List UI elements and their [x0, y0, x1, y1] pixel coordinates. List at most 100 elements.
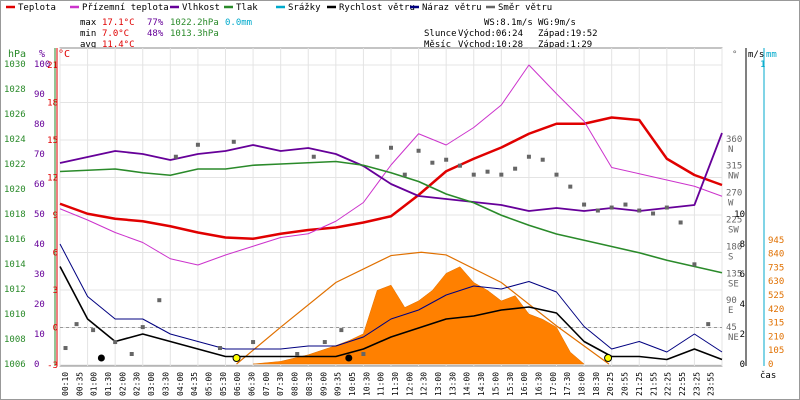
tick-label-radiation: 840: [768, 250, 784, 260]
tick-label-direction: SE: [728, 279, 739, 289]
tick-label-time: 07:00: [262, 372, 271, 396]
tick-label-time: 08:00: [291, 372, 300, 396]
tick-label-time: 03:30: [161, 372, 170, 396]
legend-label: Vlhkost: [182, 3, 220, 13]
stats-max-temp: 17.1°C: [102, 18, 135, 28]
tick-label-direction: W: [728, 199, 734, 209]
wind-direction-point: [457, 163, 462, 168]
tick-label-celsius: 12: [47, 174, 58, 184]
wind-direction-point: [173, 154, 178, 159]
moonset-time: Západ:1:29: [538, 40, 592, 50]
tick-label-time: 00:10: [61, 372, 70, 396]
wind-direction-point: [251, 340, 256, 345]
series-line-5: [59, 243, 723, 353]
wind-direction-point: [444, 157, 449, 162]
wind-direction-point: [113, 340, 118, 345]
tick-label-hpa: 1010: [4, 310, 26, 320]
tick-label-direction: E: [728, 306, 733, 316]
wind-direction-point: [63, 346, 68, 351]
tick-label-celsius: 15: [47, 136, 58, 146]
wind-direction-point: [471, 172, 476, 177]
wind-direction-point: [157, 298, 162, 303]
tick-label-hpa: 1024: [4, 135, 26, 145]
solar-radiation-area: [253, 266, 585, 365]
tick-label-direction: NE: [728, 333, 739, 343]
tick-label-time: 21:55: [649, 372, 658, 396]
tick-label-hpa: 1026: [4, 110, 26, 120]
tick-label-pct: 60: [34, 180, 45, 190]
tick-label-ms: 8: [740, 240, 745, 250]
axis-title-mm: mm: [766, 50, 777, 60]
stats-min-pressure: 1013.3hPa: [170, 29, 219, 39]
wind-direction-point: [295, 352, 300, 356]
tick-label-time: 12:00: [405, 372, 414, 396]
theoretical-radiation-line: [236, 251, 610, 365]
tick-label-time: 14:00: [463, 372, 472, 396]
wind-direction-point: [637, 208, 642, 213]
wind-direction-point: [499, 172, 504, 177]
tick-label-pct: 90: [34, 90, 45, 100]
tick-label-time: 04:35: [190, 372, 199, 396]
wind-speed-info: WS:8.1m/s: [484, 18, 533, 28]
tick-label-hpa: 1022: [4, 160, 26, 170]
tick-label-pct: 40: [34, 240, 45, 250]
tick-label-radiation: 945: [768, 236, 784, 246]
tick-label-pct: 100: [34, 60, 50, 70]
wind-direction-point: [513, 166, 518, 171]
tick-label-time: 22:25: [664, 372, 673, 396]
tick-label-ms: 10: [734, 210, 745, 220]
tick-label-radiation: 630: [768, 277, 784, 287]
moon-label: Měsíc: [424, 40, 451, 50]
tick-label-time: 02:00: [118, 372, 127, 396]
wind-direction-point: [485, 169, 490, 174]
wind-direction-point: [706, 322, 711, 327]
legend-label: Teplota: [18, 3, 56, 13]
tick-label-pct: 50: [34, 210, 45, 220]
tick-label-hpa: 1012: [4, 285, 26, 295]
legend-label: Srážky: [288, 3, 321, 13]
tick-label-time: 05:00: [204, 372, 213, 396]
tick-label-time: 10:30: [362, 372, 371, 396]
stats-min-label: min: [80, 29, 96, 39]
stats-max-label: max: [80, 18, 97, 28]
tick-label-celsius: 0: [53, 324, 58, 334]
tick-label-radiation: 420: [768, 305, 784, 315]
tick-label-time: 01:00: [90, 372, 99, 396]
tick-label-ms: 6: [740, 270, 745, 280]
moonset-marker: [97, 354, 105, 362]
tick-label-radiation: 315: [768, 319, 784, 329]
stats-max-rain: 0.0mm: [225, 18, 252, 28]
tick-label-time: 12:30: [420, 372, 429, 396]
tick-label-time: 17:30: [563, 372, 572, 396]
wind-direction-point: [140, 325, 145, 330]
tick-label-radiation: 525: [768, 291, 784, 301]
tick-label-pct: 10: [34, 330, 45, 340]
tick-label-celsius: 6: [53, 249, 58, 259]
wind-direction-point: [692, 262, 697, 267]
stats-max-pressure: 1022.2hPa: [170, 18, 219, 28]
wind-direction-point: [568, 184, 573, 189]
sunset-time: Západ:19:52: [538, 29, 598, 39]
tick-label-direction: S: [728, 252, 733, 262]
tick-label-celsius: 21: [47, 61, 58, 71]
tick-label-direction: N: [728, 145, 733, 155]
tick-label-time: 21:25: [635, 372, 644, 396]
tick-label-celsius: -3: [47, 361, 58, 371]
wind-direction-point: [582, 202, 587, 207]
stats-min-humidity: 48%: [147, 29, 164, 39]
tick-label-ms: 4: [740, 300, 745, 310]
wind-direction-point: [375, 154, 380, 159]
legend-label: Směr větru: [498, 3, 552, 13]
tick-label-time: 18:00: [578, 372, 587, 396]
series-line-3: [59, 160, 723, 274]
legend-label: Tlak: [236, 3, 258, 13]
tick-label-time: 13:30: [448, 372, 457, 396]
axis-title-pct: %: [39, 49, 45, 60]
wind-direction-point: [311, 154, 316, 159]
tick-label-time: 01:30: [104, 372, 113, 396]
wind-direction-point: [554, 172, 559, 177]
wind-direction-point: [339, 328, 344, 333]
sunrise-marker: [232, 354, 241, 362]
tick-label-celsius: 18: [47, 99, 58, 109]
